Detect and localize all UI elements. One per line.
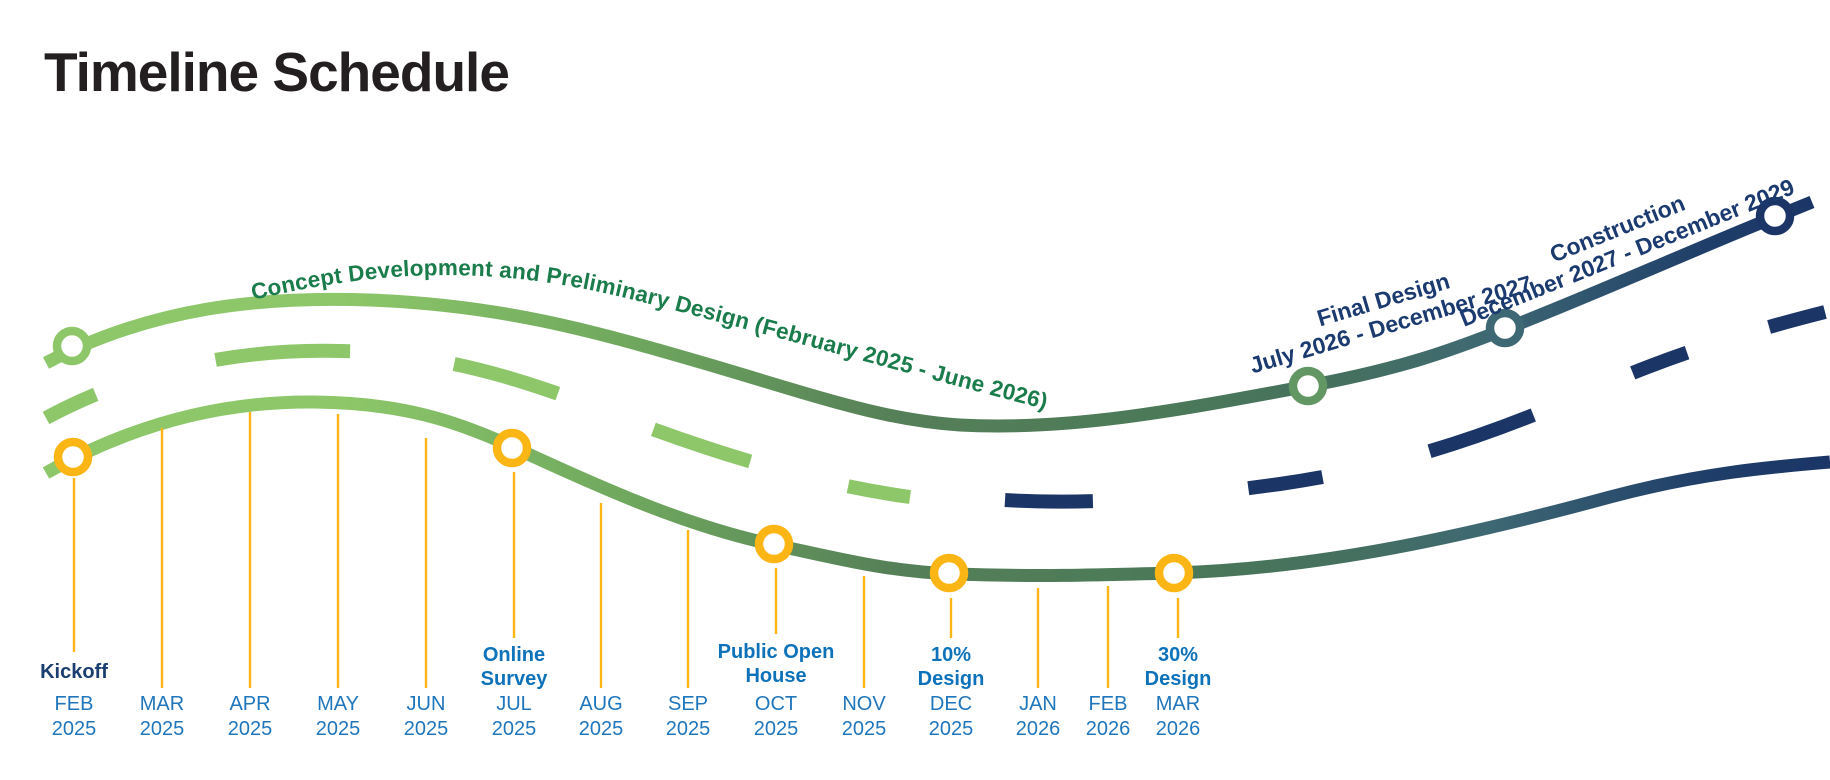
- milestone-circles: [53, 428, 1194, 593]
- month-label-nov-2025: NOV 2025: [841, 693, 887, 740]
- road-centerline-dashes-navy: [1004, 305, 1827, 509]
- milestone-circle-online-survey: [492, 428, 532, 468]
- milestone-label-public-open-house: Public Open House: [717, 641, 835, 687]
- road-bottom-edge: [42, 395, 1830, 583]
- milestone-circle-public-open-house: [754, 524, 794, 564]
- milestone-label-kickoff: Kickoff: [40, 661, 108, 683]
- milestone-label-30-design: 30% Design: [1144, 644, 1212, 690]
- month-label-feb-2026: FEB 2026: [1085, 693, 1131, 740]
- phase-label-concept-development: Concept Development and Preliminary Desi…: [249, 255, 1051, 414]
- phase-start-circle-construction: [1485, 308, 1525, 348]
- phase-start-circle-final-design: [1288, 366, 1328, 406]
- month-label-sep-2025: SEP 2025: [665, 693, 711, 740]
- milestone-circle-10-design: [929, 553, 969, 593]
- month-label-jul-2025: JUL 2025: [491, 693, 537, 740]
- month-label-mar-2026: MAR 2026: [1155, 693, 1201, 740]
- month-label-may-2025: MAY 2025: [315, 693, 361, 740]
- phase-label-construction: Construction December 2027 - December 20…: [1456, 173, 1798, 331]
- milestone-label-online-survey: Online Survey: [480, 644, 548, 690]
- month-label-oct-2025: OCT 2025: [753, 693, 799, 740]
- month-tick-lines: [72, 412, 1180, 688]
- milestone-circle-kickoff: [53, 437, 93, 477]
- phase-start-circle-concept: [52, 326, 92, 366]
- road-centerline-dashes-green: [42, 343, 911, 504]
- milestone-label-10-design: 10% Design: [917, 644, 985, 690]
- page-title: Timeline Schedule: [44, 41, 510, 103]
- month-label-jun-2025: JUN 2025: [403, 693, 449, 740]
- month-label-mar-2025: MAR 2025: [139, 693, 185, 740]
- month-label-dec-2025: DEC 2025: [928, 693, 974, 740]
- month-label-feb-2025: FEB 2025: [51, 693, 97, 740]
- phase-construction-dates: December 2027 - December 2029: [1456, 173, 1798, 331]
- month-label-aug-2025: AUG 2025: [578, 693, 624, 740]
- month-label-jan-2026: JAN 2026: [1015, 693, 1061, 740]
- road-top-edge: [42, 195, 1815, 433]
- timeline-end-circle: [1755, 196, 1795, 236]
- month-label-apr-2025: APR 2025: [227, 693, 273, 740]
- milestone-circle-30-design: [1154, 553, 1194, 593]
